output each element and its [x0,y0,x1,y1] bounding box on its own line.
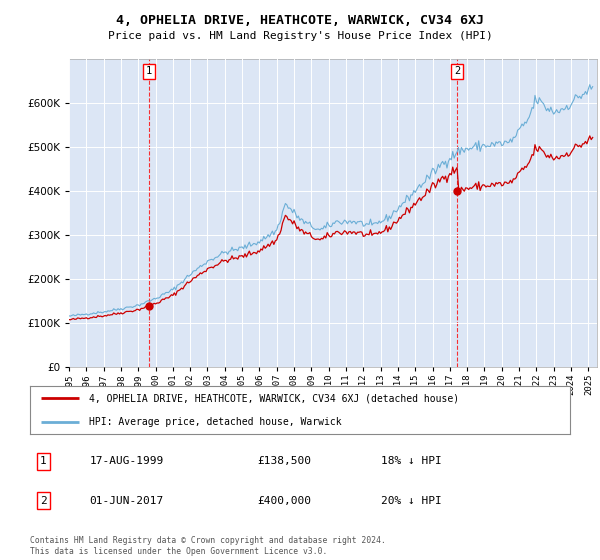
Text: 4, OPHELIA DRIVE, HEATHCOTE, WARWICK, CV34 6XJ (detached house): 4, OPHELIA DRIVE, HEATHCOTE, WARWICK, CV… [89,393,460,403]
Text: 20% ↓ HPI: 20% ↓ HPI [381,496,442,506]
Text: Contains HM Land Registry data © Crown copyright and database right 2024.
This d: Contains HM Land Registry data © Crown c… [30,536,386,556]
Text: HPI: Average price, detached house, Warwick: HPI: Average price, detached house, Warw… [89,417,342,427]
Text: 1: 1 [40,456,47,466]
Text: 1: 1 [146,66,152,76]
Text: 17-AUG-1999: 17-AUG-1999 [89,456,164,466]
Text: £400,000: £400,000 [257,496,311,506]
Text: 2: 2 [454,66,460,76]
Text: 2: 2 [40,496,47,506]
Text: 18% ↓ HPI: 18% ↓ HPI [381,456,442,466]
Text: Price paid vs. HM Land Registry's House Price Index (HPI): Price paid vs. HM Land Registry's House … [107,31,493,41]
Text: 01-JUN-2017: 01-JUN-2017 [89,496,164,506]
Text: £138,500: £138,500 [257,456,311,466]
Text: 4, OPHELIA DRIVE, HEATHCOTE, WARWICK, CV34 6XJ: 4, OPHELIA DRIVE, HEATHCOTE, WARWICK, CV… [116,14,484,27]
